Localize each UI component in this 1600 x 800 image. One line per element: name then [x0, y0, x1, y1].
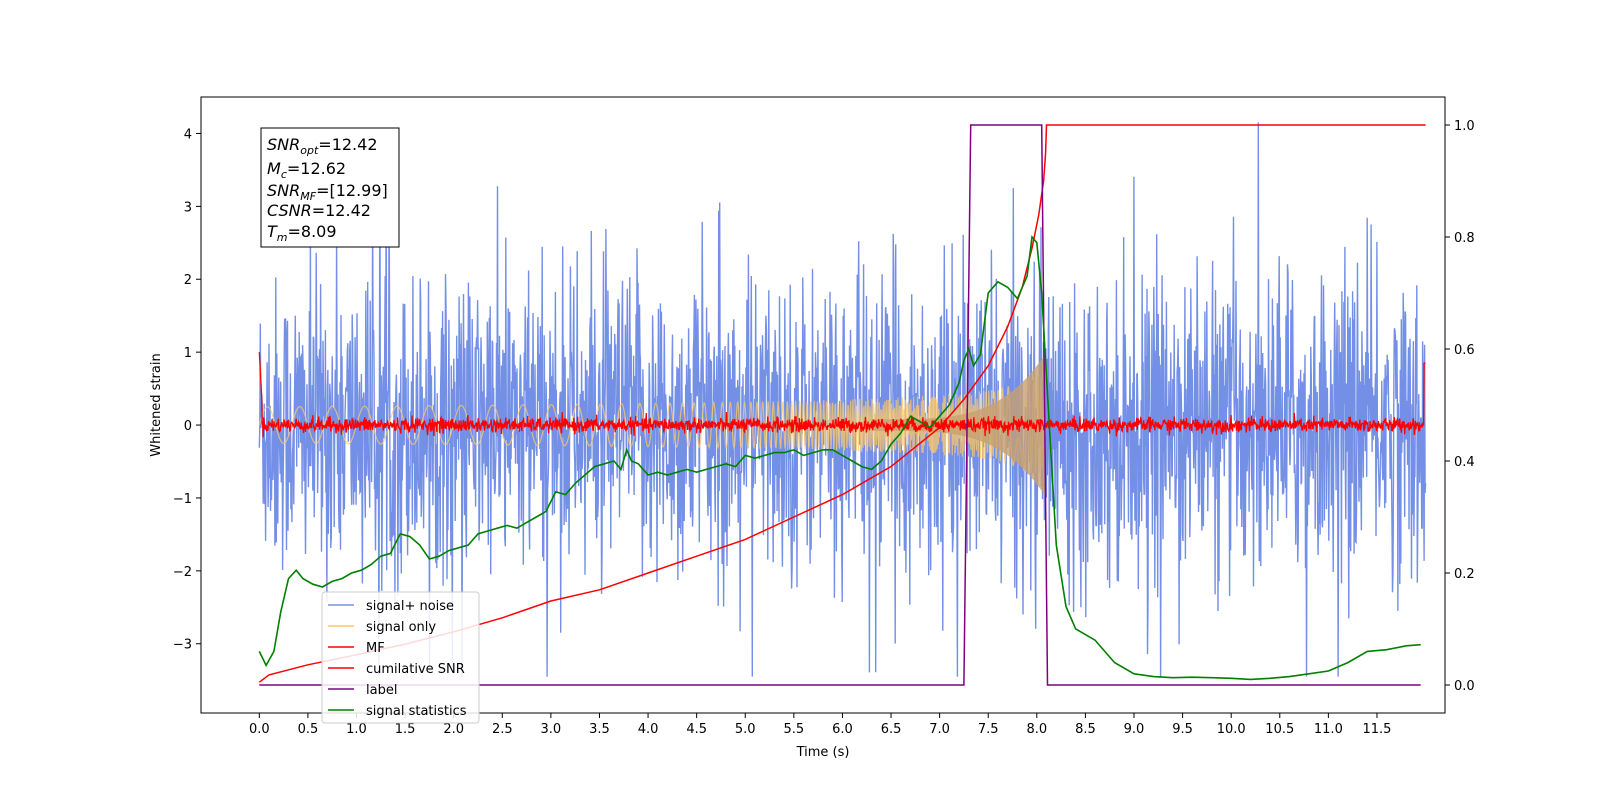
y-tick-label: 0	[184, 419, 192, 434]
y2-tick-label: 0.0	[1454, 679, 1475, 694]
stats-annotation-box: SNRopt=12.42 Mc=12.62 SNRMF=[12.99] CSNR…	[260, 127, 400, 248]
legend-label-label: label	[366, 683, 397, 698]
legend-label-mf: MF	[366, 641, 385, 656]
x-tick-label: 8.0	[1026, 722, 1047, 737]
x-tick-label: 5.0	[735, 722, 756, 737]
x-tick-label: 4.0	[638, 722, 659, 737]
stats-box-frame	[260, 127, 400, 248]
x-tick-label: 5.5	[784, 722, 805, 737]
y2-tick-label: 0.2	[1454, 567, 1475, 582]
x-tick-label: 2.0	[443, 722, 464, 737]
legend-frame	[321, 591, 480, 724]
x-tick-label: 9.0	[1124, 722, 1145, 737]
stat-tm: Tm=8.09	[267, 222, 337, 244]
y-tick-label: 1	[184, 346, 192, 361]
y-tick-label: 2	[184, 273, 192, 288]
x-tick-label: 0.5	[298, 722, 319, 737]
y-axis-right: 0.0 0.2 0.4 0.6 0.8 1.0	[1445, 119, 1475, 694]
x-axis-label: Time (s)	[796, 745, 850, 760]
y-tick-label: 4	[184, 127, 192, 142]
x-tick-label: 1.0	[346, 722, 367, 737]
stat-snr-mf: SNRMF=[12.99]	[267, 181, 388, 203]
x-tick-label: 1.5	[395, 722, 416, 737]
x-tick-label: 7.5	[978, 722, 999, 737]
series-mf	[258, 352, 1426, 438]
legend-label-signal-noise: signal+ noise	[366, 599, 454, 614]
y-tick-label: −2	[173, 565, 192, 580]
y2-tick-label: 0.6	[1454, 343, 1475, 358]
plot-frame	[200, 96, 1446, 714]
x-tick-label: 11.5	[1362, 722, 1391, 737]
x-tick-label: 8.5	[1075, 722, 1096, 737]
series-layer	[258, 122, 1427, 686]
series-signal-statistics	[258, 235, 1421, 681]
x-tick-label: 11.0	[1314, 722, 1343, 737]
stat-mc: Mc=12.62	[267, 159, 346, 181]
x-tick-label: 6.0	[832, 722, 853, 737]
x-tick-label: 3.5	[589, 722, 610, 737]
x-tick-label: 7.0	[929, 722, 950, 737]
legend: signal+ noise signal only MF cumilative SNR…	[321, 591, 480, 724]
y-axis-left: −3 −2 −1 0 1 2 3 4	[173, 127, 201, 653]
legend-label-signal-statistics: signal statistics	[366, 704, 467, 719]
series-signal-noise	[258, 122, 1427, 677]
legend-label-cumilative-snr: cumilative SNR	[366, 662, 465, 677]
x-axis: 0.0 0.5 1.0 1.5 2.0 2.5 3.0 3.5 4.0 4.5 5.0 5.5 6.0 6…	[249, 713, 1391, 737]
stat-csnr: CSNR=12.42	[267, 201, 371, 220]
legend-label-signal-only: signal only	[366, 620, 436, 635]
y2-tick-label: 0.8	[1454, 231, 1475, 246]
x-tick-label: 4.5	[686, 722, 707, 737]
y2-tick-label: 1.0	[1454, 119, 1475, 134]
x-tick-label: 6.5	[881, 722, 902, 737]
x-tick-label: 0.0	[249, 722, 270, 737]
y-tick-label: −3	[173, 638, 192, 653]
x-tick-label: 9.5	[1172, 722, 1193, 737]
series-label	[259, 124, 1421, 686]
y2-tick-label: 0.4	[1454, 455, 1475, 470]
x-tick-label: 3.0	[541, 722, 562, 737]
x-tick-label: 10.5	[1265, 722, 1294, 737]
y-tick-label: −1	[173, 492, 192, 507]
x-tick-label: 2.5	[492, 722, 513, 737]
y-tick-label: 3	[184, 200, 192, 215]
stat-snr-opt: SNRopt=12.42	[267, 135, 378, 157]
x-tick-label: 10.0	[1217, 722, 1246, 737]
y-axis-label: Whitened strain	[149, 353, 164, 456]
